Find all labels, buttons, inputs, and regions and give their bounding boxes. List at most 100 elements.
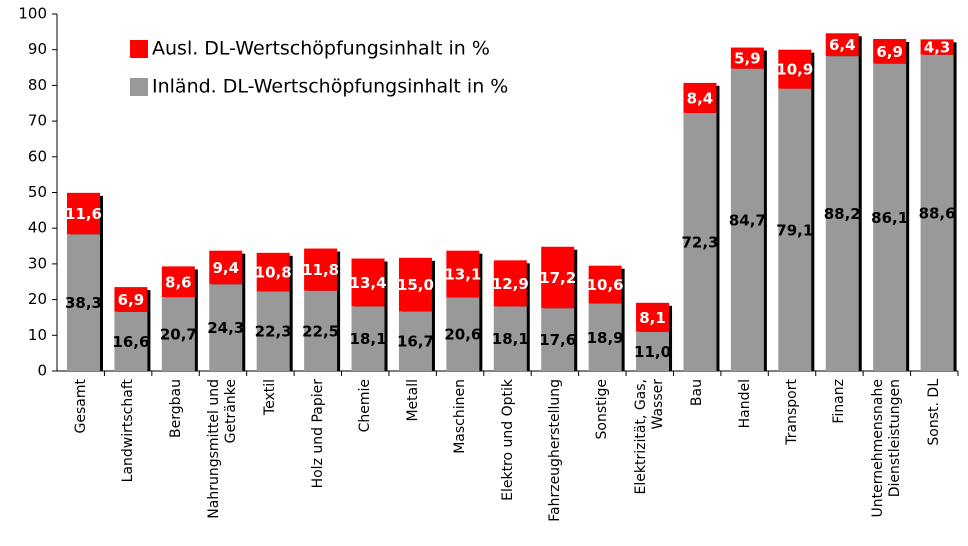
data-label: 6,4	[829, 36, 856, 54]
data-label: 22,3	[255, 323, 292, 341]
x-tick-label: Metall	[404, 379, 421, 422]
bar-segment	[636, 331, 670, 371]
bar-segment	[730, 68, 764, 371]
data-label: 5,9	[734, 50, 761, 68]
data-label: 11,8	[302, 261, 339, 279]
x-tick-label: Finanz	[830, 379, 847, 424]
bar-segment	[636, 302, 670, 332]
data-label: 15,0	[397, 276, 434, 294]
bar-segment	[778, 88, 812, 371]
bar-segment	[541, 246, 575, 309]
y-tick-label: 30	[28, 254, 47, 272]
bar-segment	[351, 258, 385, 307]
bar-segment	[256, 252, 290, 292]
data-label: 38,3	[65, 294, 102, 312]
data-label: 8,4	[687, 89, 714, 107]
data-label: 11,6	[65, 205, 102, 223]
data-label: 16,7	[397, 333, 434, 351]
y-tick-label: 10	[28, 326, 47, 344]
bar-segment	[778, 49, 812, 89]
legend-swatch	[130, 78, 148, 96]
data-label: 24,3	[207, 319, 244, 337]
legend-swatch	[130, 40, 148, 58]
bar-segment	[873, 38, 907, 64]
y-tick-label: 80	[28, 76, 47, 94]
data-label: 6,9	[876, 43, 903, 61]
data-label: 11,0	[634, 343, 671, 361]
data-label: 22,5	[302, 322, 339, 340]
bar-segment	[588, 303, 622, 371]
legend-box	[100, 28, 580, 102]
x-tick-label: Sonstige	[593, 379, 610, 440]
bar-segment	[398, 257, 432, 312]
bar-segment	[446, 250, 480, 298]
bar-segment	[304, 248, 338, 291]
data-label: 17,2	[539, 269, 576, 287]
bar-segment	[209, 250, 243, 285]
data-label: 6,9	[118, 291, 145, 309]
data-label: 13,1	[444, 266, 481, 284]
bar-segment	[873, 63, 907, 372]
legend-label: Ausl. DL-Wertschöpfungsinhalt in %	[152, 38, 490, 60]
data-label: 84,7	[729, 211, 766, 229]
y-tick-label: 100	[18, 5, 47, 23]
data-label: 8,6	[165, 273, 192, 291]
data-label: 17,6	[539, 331, 576, 349]
x-tick-label: Landwirtschaft	[119, 379, 136, 483]
bar-segment	[161, 297, 195, 371]
data-label: 18,1	[492, 330, 529, 348]
data-label: 86,1	[871, 209, 908, 227]
data-label: 72,3	[681, 233, 718, 251]
bar-segment	[67, 234, 100, 371]
y-tick-label: 90	[28, 40, 47, 58]
data-label: 8,1	[639, 309, 666, 327]
x-tick-label: Elektro und Optik	[499, 379, 515, 501]
data-label: 88,2	[824, 205, 861, 223]
y-tick-label: 40	[28, 219, 47, 237]
bar-segment	[161, 266, 195, 298]
data-label: 20,7	[160, 326, 197, 344]
bar-segment	[683, 112, 717, 371]
bar-segment	[398, 311, 432, 371]
bar-segment	[446, 297, 480, 371]
x-tick-label: Gesamt	[72, 379, 89, 434]
data-label: 20,6	[444, 326, 481, 344]
bar-segment	[114, 311, 148, 371]
x-tick-label: Maschinen	[451, 379, 468, 454]
bar-segment	[351, 306, 385, 371]
x-tick-label: Textil	[261, 379, 278, 416]
y-tick-label: 20	[28, 290, 47, 308]
bar-segment	[256, 291, 290, 371]
data-label: 18,1	[350, 330, 387, 348]
data-label: 16,6	[112, 333, 149, 351]
bar-segment	[114, 287, 148, 312]
x-tick-label: Handel	[736, 379, 753, 429]
x-tick-label: Nahrungsmittel und Getränke	[205, 379, 239, 519]
data-label: 18,9	[587, 329, 624, 347]
x-tick-label: Bergbau	[167, 379, 184, 438]
x-tick-label: Transport	[783, 379, 800, 445]
bar-segment	[730, 47, 764, 69]
data-label: 10,9	[776, 61, 813, 79]
y-tick-label: 0	[37, 362, 47, 380]
y-tick-label: 70	[28, 112, 47, 130]
bar-segment	[825, 56, 859, 371]
data-label: 79,1	[776, 221, 813, 239]
x-tick-label: Bau	[688, 379, 705, 407]
bar-segment	[493, 260, 527, 307]
data-label: 10,6	[587, 276, 624, 294]
x-tick-label: Chemie	[356, 379, 373, 433]
bar-segment	[825, 33, 859, 57]
bar-segment	[541, 308, 575, 371]
x-tick-label: Elektrizität, Gas, Wasser	[632, 379, 666, 495]
y-tick-label: 50	[28, 183, 47, 201]
bar-segment	[920, 39, 954, 55]
bar-segment	[493, 306, 527, 371]
data-label: 12,9	[492, 275, 529, 293]
x-tick-label: Holz und Papier	[309, 379, 326, 489]
data-label: 9,4	[212, 259, 239, 277]
data-label: 13,4	[350, 274, 387, 292]
bar-segment	[683, 82, 717, 113]
